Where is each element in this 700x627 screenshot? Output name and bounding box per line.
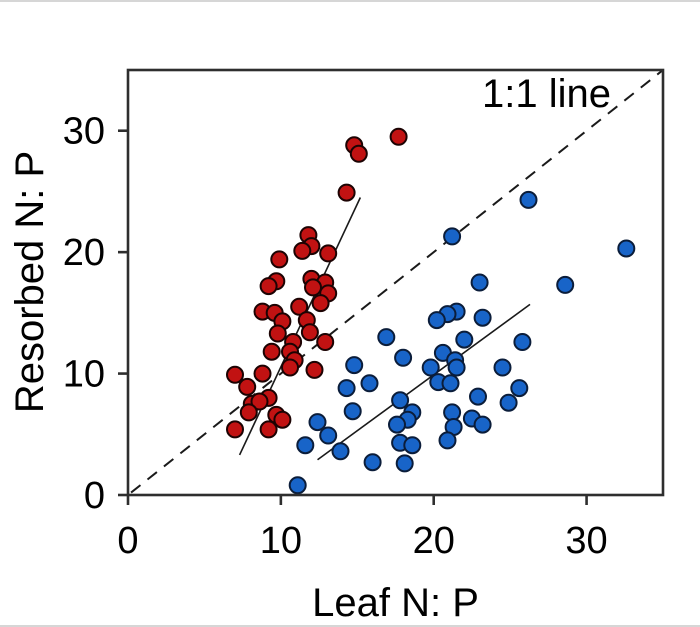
data-point-red: [238, 377, 257, 396]
data-point-blue: [345, 356, 364, 375]
data-point-blue: [443, 403, 462, 422]
data-point-blue: [343, 402, 362, 421]
data-point-blue: [455, 330, 474, 349]
data-point-blue: [388, 415, 406, 434]
data-point-blue: [296, 436, 315, 455]
data-point-blue: [510, 379, 529, 398]
x-axis-title: Leaf N: P: [312, 581, 479, 625]
data-point-blue: [360, 374, 379, 393]
x-tick-label: 10: [260, 520, 302, 562]
data-point-blue: [447, 358, 466, 377]
data-point-blue: [427, 311, 446, 330]
x-tick-label: 20: [413, 520, 455, 562]
data-point-red: [253, 364, 272, 383]
data-point-blue: [519, 190, 538, 209]
data-point-blue: [337, 379, 356, 398]
red-regression-line: [238, 197, 362, 456]
data-point-red: [259, 420, 278, 439]
data-point-red: [239, 403, 258, 422]
data-point-blue: [319, 426, 338, 445]
data-point-red: [226, 365, 244, 384]
data-point-red: [304, 278, 322, 297]
y-tick-label: 0: [84, 475, 105, 517]
data-point-blue: [556, 275, 575, 294]
data-point-red: [281, 358, 299, 377]
data-point-blue: [513, 333, 532, 351]
data-point-red: [389, 127, 408, 146]
one-to-one-line-label: 1:1 line: [482, 72, 611, 116]
data-point-red: [290, 297, 309, 316]
data-point-red: [273, 410, 292, 429]
one-to-one-line: [130, 69, 664, 494]
data-point-blue: [403, 436, 422, 455]
data-point-blue: [473, 308, 492, 327]
data-point-blue: [469, 387, 487, 406]
window-edge-bottom: [0, 625, 700, 627]
data-point-blue: [377, 328, 396, 347]
data-point-red: [305, 360, 324, 379]
data-point-red: [268, 324, 287, 343]
data-point-blue: [443, 227, 462, 246]
data-point-blue: [499, 393, 518, 412]
data-point-red: [349, 144, 368, 163]
data-point-red: [316, 333, 335, 351]
data-point-blue: [363, 453, 382, 472]
y-tick-label: 30: [63, 111, 105, 153]
plot-frame: [126, 68, 665, 497]
data-point-blue: [470, 273, 489, 292]
data-point-red: [311, 294, 330, 313]
data-point-blue: [391, 391, 410, 410]
data-point-red: [270, 250, 289, 269]
data-point-blue: [438, 431, 457, 450]
x-tick-label: 0: [117, 520, 138, 562]
blue-regression-line: [317, 303, 531, 461]
y-tick-label: 20: [63, 232, 105, 274]
y-tick-label: 10: [63, 354, 105, 396]
y-axis-title: Resorbed N: P: [8, 150, 52, 414]
data-point-blue: [441, 374, 460, 393]
data-point-blue: [308, 413, 327, 432]
data-point-red: [293, 241, 312, 260]
data-point-blue: [421, 358, 440, 377]
data-point-blue: [331, 442, 350, 461]
data-point-blue: [473, 415, 492, 434]
data-point-blue: [395, 454, 414, 473]
data-point-red: [319, 244, 338, 263]
data-point-blue: [394, 348, 413, 367]
data-point-blue: [617, 239, 636, 258]
window-edge-top: [0, 0, 700, 2]
data-point-red: [259, 277, 278, 296]
data-point-red: [250, 392, 269, 411]
x-tick-label: 30: [565, 520, 607, 562]
data-point-red: [300, 323, 319, 342]
data-point-red: [262, 342, 281, 361]
data-point-blue: [493, 358, 512, 377]
data-point-red: [337, 183, 356, 202]
data-point-blue: [288, 476, 307, 495]
data-point-red: [226, 420, 244, 439]
